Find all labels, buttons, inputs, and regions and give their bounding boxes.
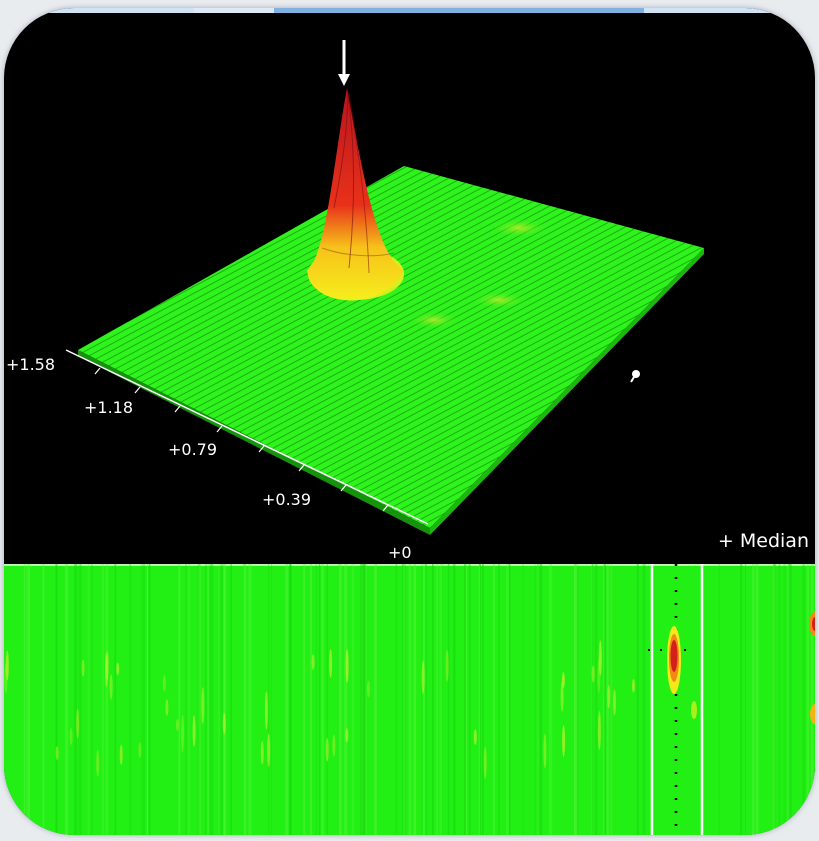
signal-peak bbox=[307, 88, 404, 301]
surface-edge bbox=[78, 350, 430, 535]
edge-hotspot bbox=[809, 612, 815, 724]
axis-tick-label: +1.58 bbox=[6, 355, 55, 374]
surface-bump bbox=[408, 311, 460, 329]
spectrum-surface bbox=[78, 166, 704, 528]
toolbar-segment-selected[interactable] bbox=[274, 8, 644, 13]
surface-3d-plot[interactable]: +1.58 +1.18 +0.79 +0.39 +0 bbox=[4, 8, 815, 568]
spectrogram-streaks bbox=[4, 564, 814, 835]
spectrum-display-panel: +1.58 +1.18 +0.79 +0.39 +0 + Median bbox=[4, 8, 815, 835]
axis-tick-label: +0 bbox=[388, 543, 412, 562]
median-button[interactable]: + Median bbox=[717, 530, 809, 552]
waterfall-spectrogram[interactable] bbox=[4, 564, 815, 835]
axis-tick-label: +0.79 bbox=[168, 440, 217, 459]
signal-hotspot bbox=[667, 626, 697, 719]
surface-edge-right bbox=[430, 248, 704, 535]
surface-bump bbox=[489, 218, 549, 238]
axis-tick-label: +0.39 bbox=[262, 490, 311, 509]
axis-tick-label: +1.18 bbox=[84, 398, 133, 417]
top-toolbar-strip bbox=[4, 8, 815, 13]
toolbar-segment[interactable] bbox=[194, 8, 274, 13]
depth-axis: +1.58 +1.18 +0.79 +0.39 +0 bbox=[6, 349, 429, 562]
arrow-down-icon[interactable] bbox=[338, 40, 350, 86]
cursor-icon bbox=[630, 370, 640, 383]
surface-bump bbox=[471, 291, 527, 309]
